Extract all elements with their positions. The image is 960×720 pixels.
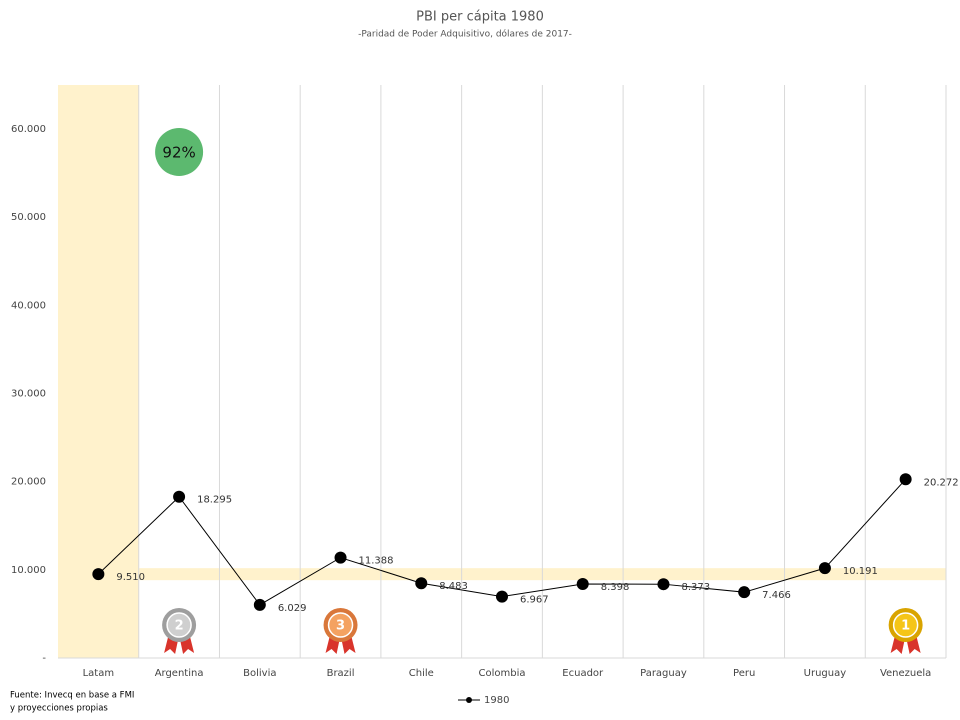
x-tick-label: Peru — [733, 668, 755, 679]
y-tick-label: - — [42, 653, 46, 664]
badge — [155, 128, 204, 176]
data-point — [92, 568, 105, 581]
data-label: 9.510 — [116, 572, 145, 583]
data-label: 6.967 — [520, 595, 549, 606]
data-label: 8.483 — [439, 581, 468, 592]
badge-label: 92% — [162, 144, 195, 162]
y-tick-label: 30.000 — [11, 389, 46, 400]
x-tick-label: Argentina — [155, 668, 204, 679]
data-label: 8.398 — [601, 582, 630, 593]
data-point — [253, 598, 266, 611]
data-label: 7.466 — [762, 590, 791, 601]
data-label: 11.388 — [359, 556, 394, 567]
data-point — [334, 551, 347, 564]
legend-label: 1980 — [484, 695, 509, 706]
highlight-band — [58, 568, 946, 581]
data-point — [415, 577, 428, 590]
data-point — [818, 562, 831, 575]
y-tick-label: 40.000 — [11, 300, 46, 311]
medal-label: 3 — [336, 619, 345, 634]
x-tick-label: Venezuela — [880, 668, 931, 679]
medal-face — [327, 612, 354, 638]
x-tick-label: Colombia — [479, 668, 526, 679]
y-tick-label: 20.000 — [11, 477, 46, 488]
chart-title: PBI per cápita 1980 — [416, 10, 544, 25]
x-tick-label: Uruguay — [804, 668, 847, 679]
data-point — [496, 590, 508, 603]
medal-face — [892, 612, 919, 638]
data-label: 6.029 — [278, 603, 307, 614]
x-tick-label: Brazil — [327, 668, 355, 679]
x-tick-label: Ecuador — [562, 668, 604, 679]
medal-face — [166, 612, 192, 638]
y-tick-label: 50.000 — [11, 212, 46, 223]
medal-label: 1 — [901, 619, 910, 634]
x-tick-label: Paraguay — [640, 668, 687, 679]
data-point — [173, 490, 186, 503]
y-tick-label: 60.000 — [11, 124, 46, 135]
highlight-column — [58, 85, 139, 658]
x-tick-label: Bolivia — [243, 668, 276, 679]
data-label: 8.373 — [681, 582, 710, 593]
data-point — [657, 578, 670, 591]
x-tick-label: Latam — [83, 668, 115, 679]
data-point — [576, 577, 589, 590]
data-point — [738, 586, 751, 599]
data-label: 18.295 — [197, 495, 232, 506]
source-note: y proyecciones propias — [10, 704, 108, 714]
legend-marker — [466, 697, 472, 703]
x-tick-label: Chile — [409, 668, 434, 679]
data-point — [899, 473, 912, 486]
chart-subtitle: -Paridad de Poder Adquisitivo, dólares d… — [358, 29, 572, 40]
source-note: Fuente: Invecq en base a FMI — [10, 691, 134, 701]
data-label: 10.191 — [843, 566, 878, 577]
y-tick-label: 10.000 — [11, 565, 46, 576]
data-label: 20.272 — [924, 477, 959, 488]
medal-label: 2 — [175, 619, 184, 634]
